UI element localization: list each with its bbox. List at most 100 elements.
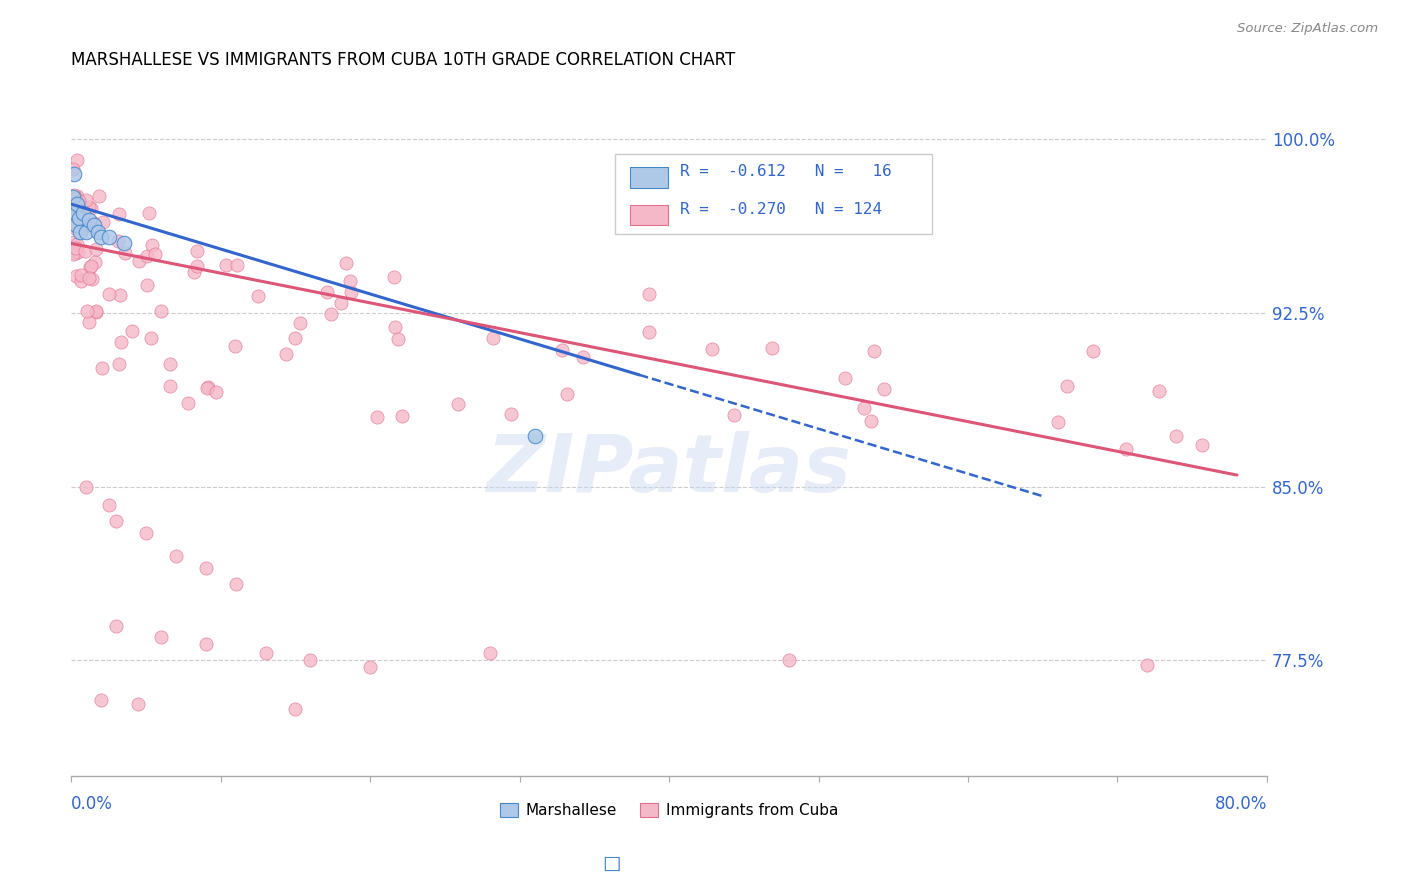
Point bbox=[83, 218, 105, 232]
Point bbox=[62, 247, 84, 261]
Point bbox=[1136, 658, 1159, 673]
Point bbox=[67, 211, 90, 225]
Text: 0.0%: 0.0% bbox=[72, 795, 112, 813]
Point bbox=[97, 229, 120, 244]
Point bbox=[84, 255, 107, 269]
Point bbox=[143, 247, 166, 261]
Point bbox=[1046, 415, 1069, 429]
Point bbox=[637, 325, 659, 339]
Point bbox=[83, 217, 105, 231]
Point bbox=[135, 526, 157, 541]
Point bbox=[112, 236, 135, 251]
Point bbox=[391, 409, 413, 424]
Point bbox=[108, 288, 131, 302]
Point bbox=[80, 202, 103, 216]
Point bbox=[186, 259, 208, 273]
Point bbox=[382, 270, 405, 285]
Point bbox=[107, 234, 129, 248]
Point bbox=[62, 161, 84, 176]
Point bbox=[859, 415, 882, 429]
Point bbox=[75, 244, 97, 259]
Point bbox=[63, 202, 86, 216]
Point bbox=[63, 187, 86, 202]
Point bbox=[105, 515, 128, 529]
Point bbox=[66, 197, 89, 211]
Point bbox=[501, 407, 523, 421]
Point bbox=[70, 274, 93, 288]
Point bbox=[66, 153, 89, 167]
Point bbox=[204, 384, 226, 399]
Point bbox=[387, 332, 409, 346]
Point bbox=[72, 221, 94, 235]
Point bbox=[69, 225, 91, 239]
Point bbox=[1164, 429, 1187, 443]
Point bbox=[72, 206, 94, 220]
Point bbox=[138, 206, 160, 220]
Point bbox=[65, 190, 87, 204]
Point bbox=[128, 698, 150, 712]
Point bbox=[194, 637, 217, 651]
Point bbox=[225, 577, 247, 591]
Point bbox=[77, 213, 100, 227]
Point bbox=[70, 268, 93, 283]
Point bbox=[247, 289, 270, 303]
Point bbox=[366, 409, 388, 424]
Point bbox=[62, 235, 84, 249]
Point bbox=[700, 342, 723, 356]
FancyBboxPatch shape bbox=[630, 167, 668, 187]
Point bbox=[90, 360, 112, 375]
Point bbox=[761, 341, 783, 355]
Text: R =  -0.612   N =   16: R = -0.612 N = 16 bbox=[681, 164, 891, 179]
Point bbox=[141, 238, 163, 252]
Point bbox=[778, 653, 800, 667]
Point bbox=[834, 371, 856, 385]
Point bbox=[87, 189, 110, 203]
Point bbox=[75, 225, 97, 239]
Point bbox=[284, 331, 307, 345]
Point bbox=[65, 241, 87, 255]
Point bbox=[91, 215, 114, 229]
Point bbox=[284, 702, 307, 716]
Point bbox=[555, 386, 578, 401]
Point bbox=[62, 190, 84, 204]
Text: ZIPatlas: ZIPatlas bbox=[486, 432, 852, 509]
Point bbox=[110, 335, 132, 350]
Point bbox=[82, 272, 104, 286]
Point bbox=[723, 409, 745, 423]
Text: □: □ bbox=[602, 854, 621, 873]
Point bbox=[63, 221, 86, 235]
Point bbox=[149, 630, 172, 644]
Point bbox=[1081, 343, 1104, 358]
Point bbox=[224, 338, 246, 352]
Point bbox=[67, 202, 90, 216]
Point bbox=[114, 245, 136, 260]
Point bbox=[149, 304, 172, 318]
Point bbox=[447, 397, 470, 411]
Point bbox=[215, 258, 238, 272]
Point bbox=[359, 660, 381, 674]
Point bbox=[90, 229, 112, 244]
Point bbox=[105, 618, 128, 632]
Point bbox=[76, 304, 98, 318]
Point bbox=[551, 343, 574, 357]
Point bbox=[254, 647, 277, 661]
Point bbox=[65, 269, 87, 284]
Point bbox=[572, 350, 595, 364]
Point bbox=[86, 242, 108, 256]
Point bbox=[108, 357, 131, 371]
Point bbox=[77, 270, 100, 285]
Point bbox=[75, 480, 97, 494]
Text: 80.0%: 80.0% bbox=[1215, 795, 1267, 813]
Point bbox=[299, 653, 322, 667]
Point bbox=[66, 219, 89, 233]
Point bbox=[65, 246, 87, 260]
Point bbox=[276, 347, 298, 361]
Point bbox=[197, 381, 219, 395]
Point bbox=[339, 285, 361, 299]
Point bbox=[159, 378, 181, 392]
Point bbox=[482, 331, 505, 345]
Point bbox=[62, 241, 84, 255]
Point bbox=[335, 255, 357, 269]
Point bbox=[478, 647, 501, 661]
Point bbox=[97, 498, 120, 512]
